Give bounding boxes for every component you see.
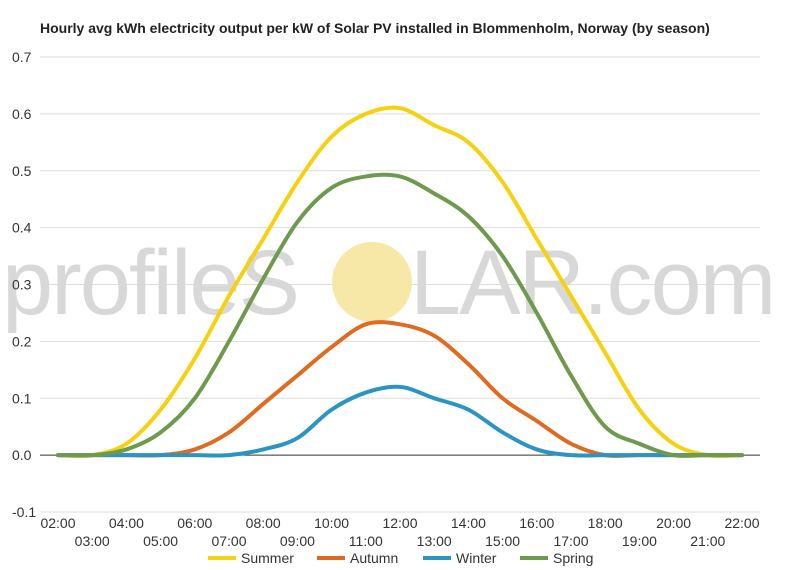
series-layer: [56, 105, 744, 458]
watermark-sun-icon: [332, 242, 412, 322]
x-tick-label: 07:00: [211, 533, 246, 549]
x-tick-label: 06:00: [177, 515, 212, 531]
y-axis-ticks: -0.1 0.0 0.1 0.2 0.3 0.4 0.5 0.6 0.7: [12, 49, 36, 520]
x-tick-label: 17:00: [553, 533, 588, 549]
y-tick-label: 0.3: [12, 277, 32, 293]
x-tick-label: 18:00: [588, 515, 623, 531]
y-tick-label: 0.4: [12, 220, 32, 236]
y-tick-label: 0.0: [12, 447, 32, 463]
y-tick-label: 0.5: [12, 163, 32, 179]
x-tick-label: 20:00: [656, 515, 691, 531]
watermark-text-left: profileS: [2, 232, 298, 334]
x-tick-label: 13:00: [417, 533, 452, 549]
x-tick-label: 10:00: [314, 515, 349, 531]
legend-label-summer: Summer: [241, 550, 294, 566]
y-tick-label: 0.7: [12, 49, 32, 65]
x-tick-label: 12:00: [382, 515, 417, 531]
series-line-spring: [56, 172, 744, 458]
series-line-winter: [56, 384, 744, 458]
y-tick-label: 0.6: [12, 106, 32, 122]
x-tick-label: 22:00: [724, 515, 759, 531]
legend-label-autumn: Autumn: [350, 550, 398, 566]
legend-label-winter: Winter: [456, 550, 497, 566]
series-line-summer: [56, 105, 744, 458]
y-tick-label: -0.1: [12, 504, 36, 520]
legend: Summer Autumn Winter Spring: [208, 550, 593, 566]
y-tick-label: 0.1: [12, 390, 32, 406]
x-tick-label: 09:00: [280, 533, 315, 549]
x-tick-label: 16:00: [519, 515, 554, 531]
x-tick-label: 08:00: [246, 515, 281, 531]
legend-label-spring: Spring: [553, 550, 593, 566]
x-tick-label: 02:00: [40, 515, 75, 531]
chart-title: Hourly avg kWh electricity output per kW…: [40, 20, 710, 36]
y-tick-label: 0.2: [12, 333, 32, 349]
x-tick-label: 19:00: [622, 533, 657, 549]
x-tick-label: 21:00: [690, 533, 725, 549]
x-tick-label: 15:00: [485, 533, 520, 549]
x-tick-label: 05:00: [143, 533, 178, 549]
watermark-text-right: LAR.com: [410, 232, 774, 334]
x-tick-label: 03:00: [75, 533, 110, 549]
x-tick-label: 04:00: [109, 515, 144, 531]
x-tick-label: 14:00: [451, 515, 486, 531]
x-tick-label: 11:00: [349, 533, 383, 549]
watermark: profileS LAR.com: [2, 232, 776, 334]
series-line-autumn: [56, 320, 744, 458]
